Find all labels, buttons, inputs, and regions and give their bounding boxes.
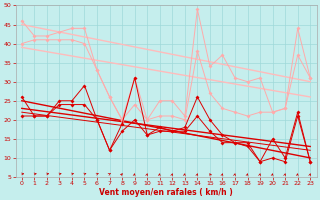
X-axis label: Vent moyen/en rafales ( km/h ): Vent moyen/en rafales ( km/h ) bbox=[99, 188, 233, 197]
